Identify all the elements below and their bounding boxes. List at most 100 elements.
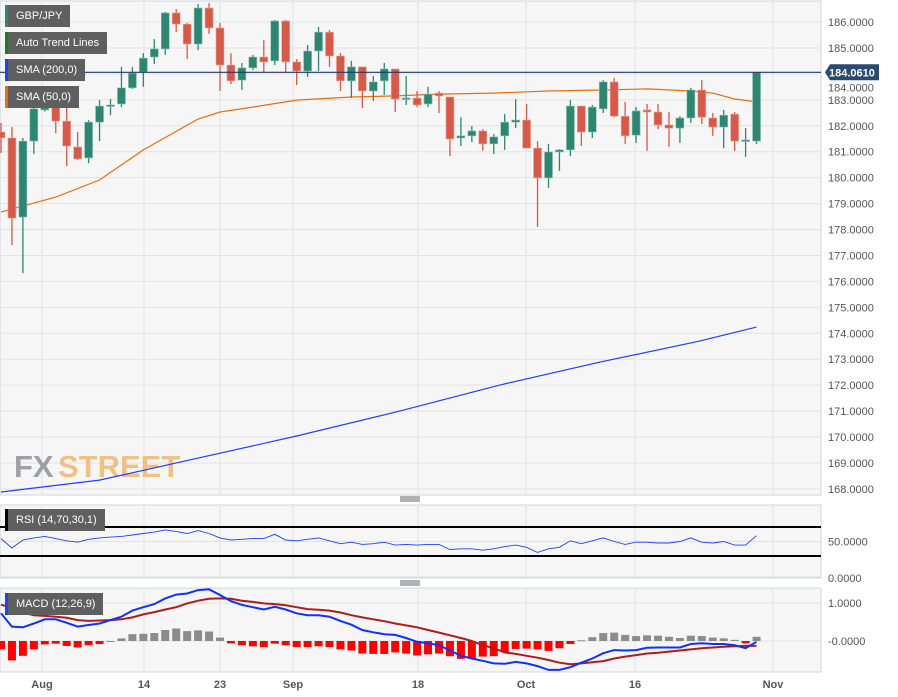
price-axis-label: 180.0000: [828, 173, 874, 185]
macd-histogram-bar: [194, 630, 203, 641]
macd-axis-label: -0.0000: [828, 636, 865, 648]
legend-sma-200[interactable]: SMA (200,0): [5, 59, 86, 81]
sma-200-line: [0, 326, 757, 493]
macd-histogram-bar: [73, 641, 82, 648]
candle-up: [248, 56, 258, 69]
price-axis-label: 186.0000: [828, 17, 874, 29]
candle-up: [631, 110, 641, 136]
candle-down: [522, 119, 531, 149]
macd-histogram-bar: [205, 631, 214, 641]
candle-up: [752, 72, 761, 142]
macd-histogram-bar: [599, 633, 608, 641]
price-axis-label: 182.0000: [828, 121, 874, 133]
price-axis-label: 183.0000: [828, 95, 874, 107]
candle-up: [368, 81, 378, 92]
main-panel: [0, 0, 822, 496]
macd-histogram-bar: [719, 638, 728, 641]
legend-sma-50[interactable]: SMA (50,0): [5, 86, 80, 108]
legend-macd[interactable]: MACD (12,26,9): [5, 593, 104, 615]
macd-histogram-bar: [303, 641, 312, 648]
macd-histogram-bar: [577, 640, 586, 642]
macd-histogram-bar: [18, 641, 27, 656]
macd-histogram-bar: [183, 631, 192, 641]
candle-up: [401, 97, 411, 100]
candle-down: [325, 31, 334, 57]
candle-down: [533, 147, 542, 179]
macd-histogram-bar: [281, 641, 290, 646]
candle-down: [292, 61, 301, 72]
candle-up: [675, 117, 685, 129]
macd-histogram-bar: [752, 636, 761, 641]
candle-up: [379, 68, 389, 82]
macd-histogram-bar: [445, 641, 454, 657]
candle-down: [577, 105, 586, 133]
macd-histogram-bar: [336, 641, 345, 650]
candle-up: [741, 139, 750, 142]
macd-histogram-bar: [686, 635, 695, 641]
macd-histogram-bar: [555, 641, 564, 649]
macd-histogram-bar: [511, 641, 520, 649]
candle-up: [29, 108, 39, 142]
macd-histogram-bar: [610, 632, 619, 641]
price-axis-label: 168.0000: [828, 484, 874, 496]
legend-auto-trend-lines[interactable]: Auto Trend Lines: [5, 32, 108, 54]
macd-histogram-bar: [139, 633, 148, 641]
macd-panel: [0, 587, 822, 673]
macd-histogram-bar: [413, 641, 422, 656]
candle-down: [620, 115, 630, 137]
candle-down: [434, 92, 444, 97]
candle-down: [708, 117, 718, 128]
macd-histogram-bar: [424, 641, 433, 655]
candle-down: [281, 20, 291, 63]
candle-down: [358, 66, 367, 92]
macd-histogram-bar: [358, 641, 367, 654]
macd-histogram-bar: [588, 637, 597, 641]
macd-histogram-bar: [150, 633, 159, 641]
x-axis-label: 18: [412, 679, 424, 691]
candle-up: [598, 81, 608, 110]
candle-up: [719, 114, 729, 128]
x-axis-label: 23: [214, 679, 226, 691]
candle-up: [467, 130, 477, 137]
macd-histogram-bar: [117, 638, 126, 641]
macd-histogram-bar: [226, 641, 235, 644]
candle-down: [445, 96, 455, 140]
candle-down: [478, 130, 488, 145]
legend-rsi[interactable]: RSI (14,70,30,1): [5, 509, 105, 531]
macd-signal-line: [0, 597, 757, 666]
candle-up: [314, 31, 323, 52]
macd-histogram-bar: [7, 641, 16, 661]
macd-histogram-bar: [0, 641, 5, 650]
macd-histogram-bar: [347, 641, 356, 651]
candle-down: [697, 89, 707, 118]
macd-histogram-bar: [128, 634, 137, 641]
x-axis-label: 16: [629, 679, 641, 691]
macd-histogram-bar: [621, 634, 630, 641]
candle-up: [237, 67, 247, 81]
macd-histogram-bar: [62, 641, 71, 646]
candle-up: [587, 106, 597, 133]
price-axis-label: 170.0000: [828, 432, 874, 444]
macd-histogram-bar: [248, 641, 257, 647]
price-axis-label: 181.0000: [828, 147, 874, 159]
price-axis-label: 177.0000: [828, 250, 874, 262]
price-axis-label: 184.0000: [828, 82, 874, 94]
x-axis-label: Aug: [31, 679, 52, 691]
candle-up: [555, 149, 564, 153]
macd-histogram-bar: [237, 641, 246, 646]
macd-histogram-bar: [314, 641, 323, 647]
candle-up: [303, 50, 312, 72]
candle-up: [347, 66, 356, 82]
macd-histogram-bar: [566, 641, 575, 645]
macd-histogram-bar: [161, 629, 170, 641]
macd-histogram-bar: [106, 641, 115, 642]
macd-histogram-bar: [95, 641, 104, 645]
price-axis-label: 172.0000: [828, 380, 874, 392]
macd-histogram-bar: [500, 641, 509, 653]
legend-gbpjpy[interactable]: GBP/JPY: [5, 5, 71, 27]
macd-histogram-bar: [292, 641, 301, 648]
legend-label: Auto Trend Lines: [16, 37, 100, 49]
legend-color-bar: [5, 59, 8, 81]
candle-up: [423, 93, 433, 105]
